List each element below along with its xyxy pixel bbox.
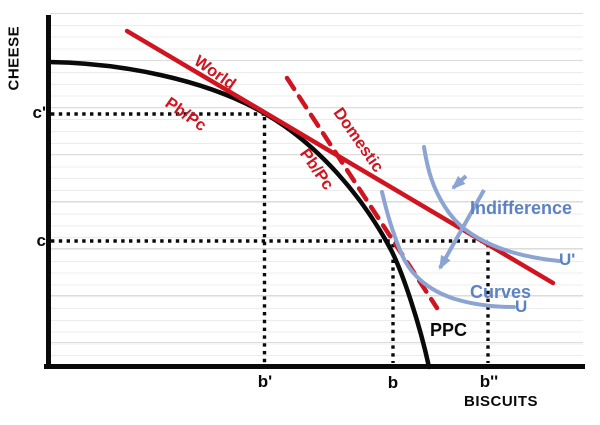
domestic-price-label-line2: Pb/Pc — [295, 145, 338, 194]
indifference-curves-label-line2: Curves — [470, 282, 532, 302]
y-tick-c: c — [36, 231, 46, 250]
world-price-label-line2: Pb/Pc — [161, 93, 210, 135]
u-prime-label: U' — [559, 250, 576, 269]
indifference-curves-label: Indifference Curves — [470, 138, 572, 362]
annotation-arrow-long — [438, 189, 486, 270]
y-tick-c-prime: c' — [32, 103, 47, 122]
y-axis-title: CHEESE — [5, 25, 23, 91]
world-price-label-line1: World — [190, 52, 240, 94]
indifference-curve-u-prime — [422, 145, 561, 263]
x-axis-title: BISCUITS — [464, 393, 539, 410]
indifference-curve-u — [380, 190, 516, 309]
annotation-arrow-short — [451, 174, 468, 190]
indifference-curves-label-line1: Indifference — [470, 198, 573, 218]
u-label: U — [515, 297, 528, 316]
domestic-price-label-line1: Domestic — [329, 104, 387, 176]
ppc-label: PPC — [430, 320, 468, 340]
x-tick-b: b — [387, 373, 399, 392]
x-tick-b-prime: b' — [257, 372, 273, 391]
ppc-curve — [46, 59, 432, 370]
x-tick-b-double-prime: b'' — [479, 372, 499, 391]
